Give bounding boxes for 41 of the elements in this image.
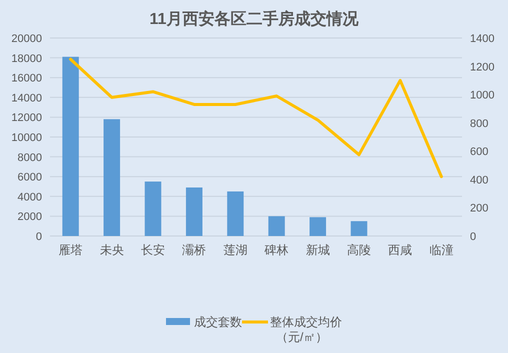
y-tick-label: 4000	[18, 191, 42, 204]
bar	[268, 216, 285, 236]
y-tick-label: 14000	[11, 92, 42, 104]
x-tick-label: 莲湖	[223, 243, 248, 257]
y-tick-label: 18000	[11, 52, 42, 65]
y-tick-label: 20000	[11, 33, 42, 45]
x-tick-label: 新城	[306, 243, 330, 257]
x-tick-label: 西咸	[388, 243, 412, 257]
x-tick-label: 灞桥	[182, 243, 206, 257]
y-tick-label: 8000	[18, 152, 42, 164]
x-tick-label: 雁塔	[58, 243, 83, 257]
x-tick-label: 临潼	[429, 243, 454, 257]
bar	[144, 182, 162, 236]
bar	[62, 56, 79, 236]
bar	[227, 191, 244, 236]
legend-label: 成交套数	[194, 315, 242, 329]
y-tick-label: 6000	[18, 172, 42, 184]
chart-title: 11月西安各区二手房成交情况	[150, 9, 360, 28]
x-tick-label: 高陵	[347, 243, 371, 257]
y-tick-label: 10000	[11, 132, 42, 144]
x-tick-label: 碑林	[264, 243, 289, 257]
y-tick-label: 16000	[11, 72, 42, 85]
legend-label: 整体成交均价（元/㎡）	[270, 315, 342, 344]
bar	[350, 221, 368, 236]
y2-tick-label: 1000	[470, 90, 494, 102]
y2-tick-label: 1200	[470, 61, 494, 74]
x-tick-label: 长安	[141, 243, 165, 257]
y2-tick-label: 0	[470, 231, 476, 243]
bar	[104, 119, 120, 236]
bar	[186, 187, 202, 236]
y2-tick-label: 400	[470, 174, 488, 186]
y2-tick-label: 1400	[470, 33, 494, 45]
x-tick-label: 未央	[100, 243, 124, 257]
y-tick-label: 0	[36, 231, 42, 243]
y2-tick-label: 800	[470, 118, 488, 130]
y-tick-label: 12000	[11, 112, 42, 124]
y-tick-label: 2000	[18, 211, 42, 224]
y2-tick-label: 200	[470, 202, 488, 215]
y2-tick-label: 600	[470, 146, 488, 158]
line-series	[69, 58, 443, 178]
bar	[310, 217, 326, 236]
